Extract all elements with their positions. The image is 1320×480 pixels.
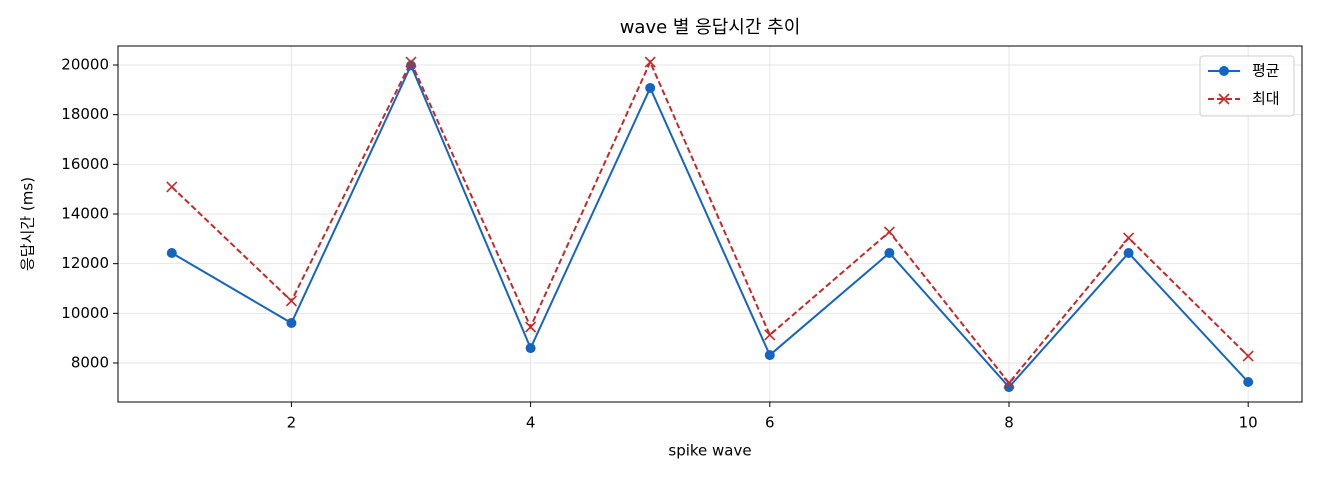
marker <box>1123 232 1135 244</box>
series-line <box>171 63 1249 389</box>
legend-box <box>1199 55 1295 117</box>
legend-marker <box>1219 66 1229 76</box>
y-tick-label: 20000 <box>61 55 109 73</box>
marker <box>286 318 297 329</box>
plot-frame <box>117 45 1303 403</box>
x-tick-label: 10 <box>1239 414 1258 432</box>
y-tick-label: 12000 <box>61 254 109 272</box>
x-tick-label: 2 <box>287 414 297 432</box>
marker <box>525 321 537 333</box>
marker <box>525 343 536 354</box>
legend-label: 평균 <box>1252 62 1280 80</box>
y-tick-label: 10000 <box>61 304 109 322</box>
marker <box>1243 377 1254 388</box>
x-tick-label: 8 <box>1004 414 1014 432</box>
chart-title: wave 별 응답시간 추이 <box>620 17 801 38</box>
marker <box>285 295 297 307</box>
series-line <box>171 59 1249 385</box>
x-tick-label: 4 <box>526 414 536 432</box>
marker <box>884 247 895 258</box>
marker <box>1123 247 1134 258</box>
legend-label: 최대 <box>1252 90 1280 108</box>
x-tick-label: 6 <box>765 414 775 432</box>
x-axis-label: spike wave <box>668 442 751 460</box>
y-tick-label: 14000 <box>61 205 109 223</box>
marker <box>166 247 177 258</box>
marker <box>645 82 656 93</box>
marker <box>1242 350 1254 362</box>
marker <box>405 56 417 68</box>
y-tick-label: 8000 <box>71 354 109 372</box>
y-tick-label: 18000 <box>61 105 109 123</box>
legend-marker <box>1218 93 1230 105</box>
marker <box>764 350 775 361</box>
marker <box>644 56 656 68</box>
y-tick-label: 16000 <box>61 155 109 173</box>
marker <box>883 226 895 238</box>
marker <box>166 181 178 193</box>
y-axis-label: 응답시간 (ms) <box>19 177 37 271</box>
marker <box>764 329 776 341</box>
marker <box>1003 377 1015 389</box>
